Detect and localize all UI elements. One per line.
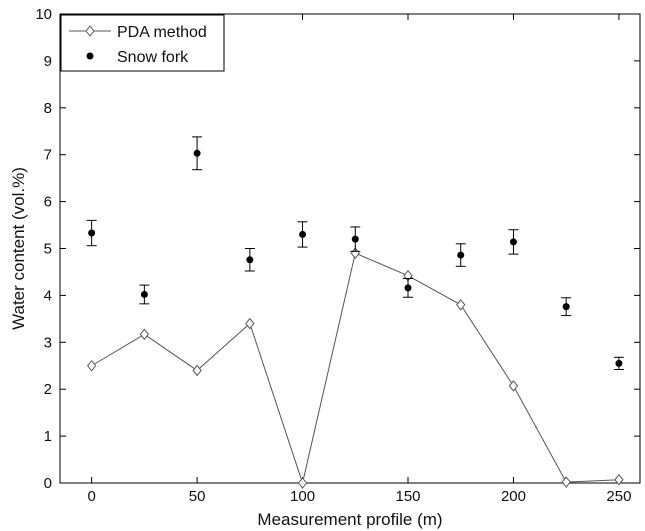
legend-snow-fork-label: Snow fork [117, 49, 189, 66]
y-tick-label: 8 [44, 100, 52, 117]
pda-point [245, 317, 255, 330]
pda-point [508, 380, 519, 392]
x-tick-label: 100 [290, 488, 315, 505]
y-tick-label: 1 [44, 428, 52, 445]
pda-point [561, 476, 571, 488]
legend-pda-label: PDA method [117, 24, 207, 41]
x-tick-label: 250 [606, 488, 631, 505]
snow-fork-point [193, 149, 201, 157]
legend: PDA method Snow fork [60, 14, 225, 72]
pda-point [86, 359, 97, 372]
pda-series [86, 247, 624, 489]
plot-frame [59, 13, 641, 484]
legend-pda-marker [85, 25, 95, 37]
y-tick-label: 9 [44, 53, 52, 70]
y-tick-label: 6 [44, 194, 52, 211]
y-tick-label: 4 [44, 287, 52, 304]
x-axis-title: Measurement profile (m) [257, 510, 442, 529]
snow-fork-point [404, 284, 412, 292]
pda-point [297, 477, 308, 489]
y-tick-label: 10 [35, 6, 52, 23]
x-tick-label: 150 [395, 488, 420, 505]
snow-fork-series [86, 136, 624, 371]
snow-fork-point [88, 229, 96, 237]
snow-fork-point [509, 238, 517, 246]
x-tick-label: 50 [189, 488, 206, 505]
snow-fork-point [246, 256, 254, 264]
y-tick-label: 5 [44, 241, 52, 258]
x-tick-label: 200 [501, 488, 526, 505]
pda-point [192, 364, 202, 377]
axis-ticks: 0 50 100 150 200 250 0 1 2 3 4 5 6 7 8 9 10 [35, 6, 640, 505]
y-tick-label: 0 [44, 475, 52, 492]
snow-fork-point [457, 251, 465, 259]
y-tick-label: 7 [44, 147, 52, 164]
y-axis-title: Water content (vol.%) [9, 167, 28, 330]
snow-fork-point [140, 290, 148, 298]
legend-box [60, 14, 225, 72]
legend-snow-fork-marker [86, 52, 94, 60]
y-tick-label: 2 [44, 381, 52, 398]
pda-point [614, 473, 624, 486]
pda-point [139, 328, 150, 341]
y-tick-label: 3 [44, 334, 52, 351]
x-tick-label: 0 [87, 488, 95, 505]
snow-fork-point [562, 303, 570, 311]
snow-fork-point [299, 230, 307, 238]
snow-fork-point [351, 235, 359, 243]
pda-point [456, 298, 466, 311]
pda-line [91, 252, 619, 485]
snow-fork-point [615, 359, 623, 367]
